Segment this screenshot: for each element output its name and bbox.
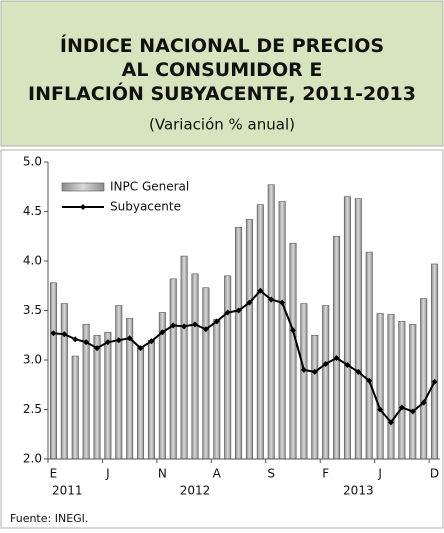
bar (191, 273, 199, 460)
legend-label: Subyacente (110, 200, 181, 214)
x-tick-label: N (158, 467, 167, 481)
y-tick-label: 3.0 (23, 353, 42, 367)
bar (137, 345, 145, 460)
marker (388, 419, 394, 426)
x-tick-label: J (105, 467, 110, 481)
marker (94, 345, 100, 352)
marker (366, 377, 373, 384)
marker (300, 366, 307, 373)
legend-label: INPC General (110, 180, 189, 194)
bar (224, 275, 232, 460)
bar (333, 235, 341, 460)
bar (289, 242, 297, 460)
x-tick-label: A (213, 467, 222, 481)
source: Fuente: INEGI. (10, 512, 88, 525)
bar (387, 314, 395, 460)
bar (60, 303, 68, 460)
bar (431, 263, 439, 460)
marker (235, 307, 242, 314)
marker (148, 338, 155, 345)
marker (257, 287, 264, 294)
bar (213, 319, 221, 460)
marker (322, 360, 329, 367)
marker (83, 339, 90, 346)
x-tick-label: D (430, 467, 439, 481)
marker (126, 335, 133, 342)
marker (202, 326, 209, 333)
bar (147, 339, 155, 460)
marker (61, 331, 68, 338)
bar (202, 287, 210, 460)
chart-subtitle: (Variación % anual) (149, 116, 295, 134)
bar (278, 201, 286, 460)
marker (420, 399, 427, 406)
marker (224, 309, 231, 316)
marker (104, 339, 111, 346)
bar (354, 198, 362, 460)
bar (93, 334, 101, 460)
year-label: 2011 (52, 484, 83, 498)
bar (256, 204, 264, 460)
bar (49, 282, 57, 460)
bar (235, 227, 243, 460)
marker (268, 296, 275, 303)
marker (50, 330, 57, 337)
marker (213, 318, 220, 325)
marker (181, 323, 188, 330)
bar (169, 278, 177, 460)
y-tick-label: 5.0 (23, 155, 42, 169)
bar (322, 305, 330, 460)
bar (71, 355, 79, 460)
chart-title: ÍNDICE NACIONAL DE PRECIOS AL CONSUMIDOR … (28, 34, 416, 105)
y-tick-label: 2.5 (23, 402, 42, 416)
marker (398, 404, 405, 411)
y-tick-label: 3.5 (23, 303, 42, 317)
legend-swatch (61, 182, 105, 192)
marker (333, 355, 340, 362)
marker (355, 368, 362, 375)
x-tick-label: E (50, 467, 58, 481)
x-tick-label: F (322, 467, 329, 481)
bar (420, 298, 428, 460)
marker (137, 345, 144, 352)
bar (180, 255, 188, 460)
marker (377, 406, 384, 413)
marker (159, 329, 166, 336)
marker (279, 299, 286, 306)
bar (365, 251, 373, 460)
x-tick-label: J (377, 467, 382, 481)
bar (104, 331, 112, 460)
bar (343, 196, 351, 460)
marker (170, 322, 177, 329)
marker (311, 368, 318, 375)
marker (344, 361, 351, 368)
header-box (0, 0, 444, 147)
marker (409, 408, 416, 415)
marker (431, 378, 438, 385)
bar (398, 321, 406, 460)
marker (72, 336, 79, 343)
bar (245, 219, 253, 460)
year-label: 2012 (180, 484, 211, 498)
bar (311, 334, 319, 460)
marker (192, 321, 198, 328)
bar (115, 305, 123, 460)
bar (300, 303, 308, 460)
y-tick-label: 4.5 (23, 204, 42, 218)
marker (290, 327, 296, 334)
y-tick-label: 4.0 (23, 254, 42, 268)
legend-marker (80, 204, 86, 210)
bar (409, 324, 417, 460)
y-tick-label: 2.0 (23, 452, 42, 466)
bar (267, 184, 275, 460)
x-tick-label: S (267, 467, 275, 481)
marker (115, 337, 122, 344)
marker (246, 299, 253, 306)
bar (376, 313, 384, 460)
year-label: 2013 (343, 484, 374, 498)
